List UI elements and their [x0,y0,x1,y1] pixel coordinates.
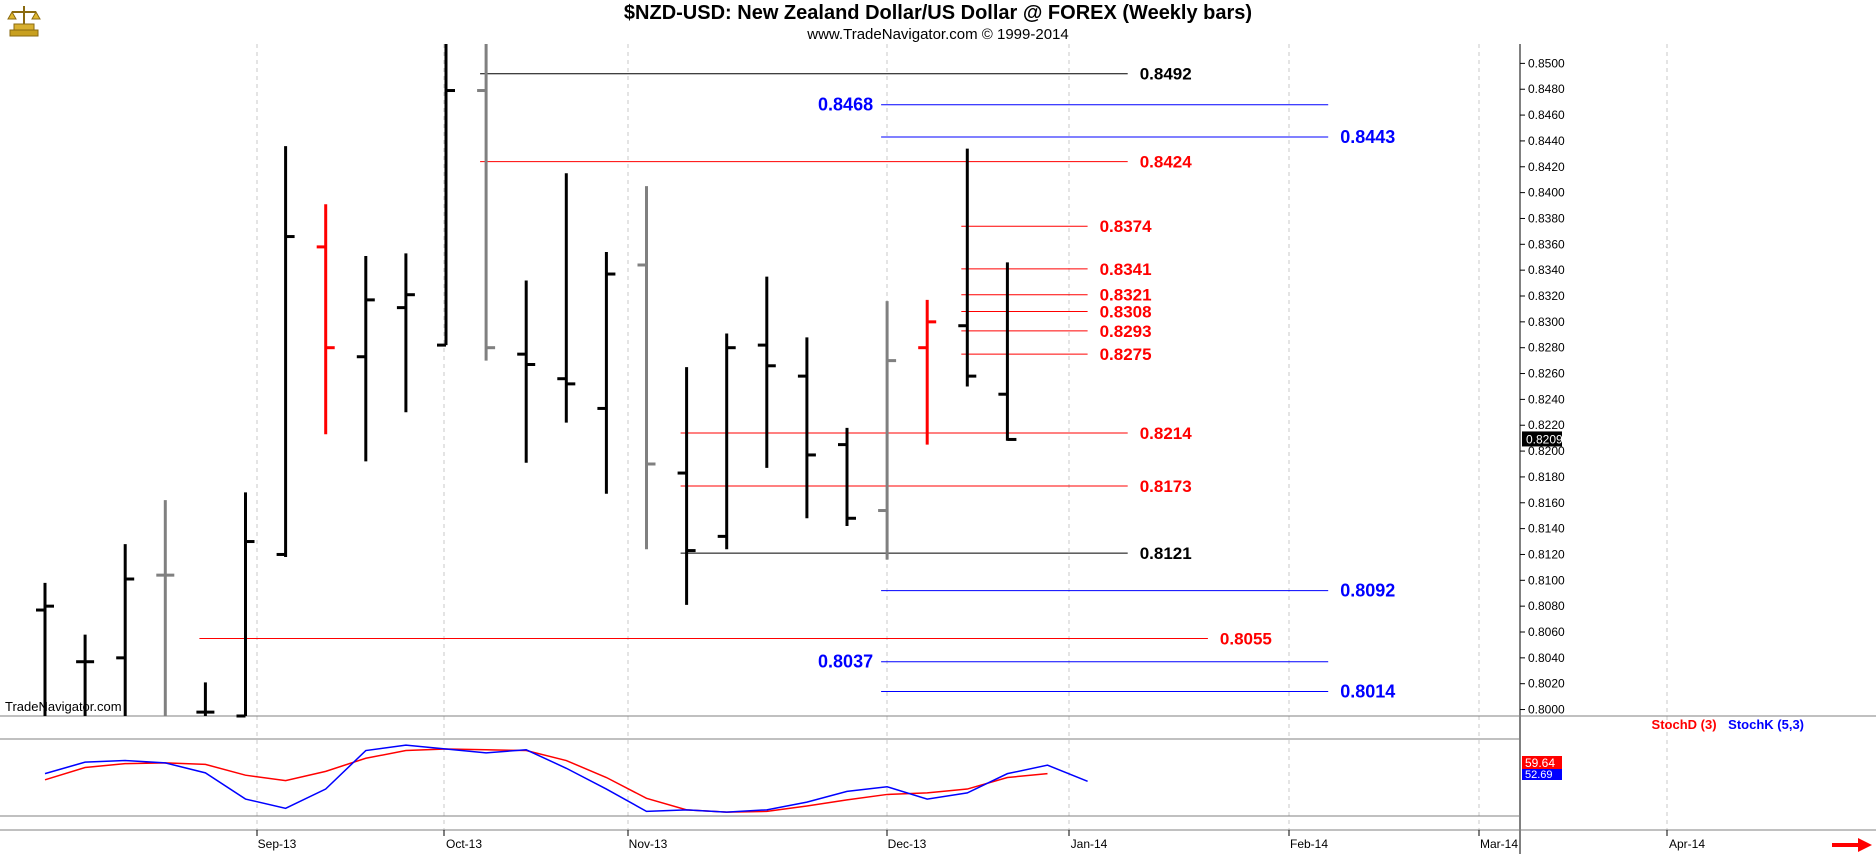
level-label: 0.8468 [818,95,873,115]
stoch-d-legend: StochD (3) [1651,717,1717,732]
level-label: 0.8492 [1140,65,1192,84]
level-label: 0.8037 [818,652,873,672]
level-label: 0.8173 [1140,477,1192,496]
price-levels: 0.8492 0.8468 0.8443 0.8424 0.8374 0.8341 0.83… [199,65,1395,701]
level-label: 0.8092 [1340,581,1395,601]
ohlc-bars [36,44,1017,718]
stoch-k-value-box [1522,769,1562,780]
price-axis: 0.8500 0.8480 0.8460 0.8440 0.8420 0.8400 0.83… [1520,56,1565,717]
y-tick-label: 0.8060 [1528,625,1565,639]
level-label: 0.8443 [1340,127,1395,147]
last-price-label: 0.8209 [1526,432,1563,446]
level-label: 0.8321 [1100,286,1152,305]
y-tick-label: 0.8320 [1528,289,1565,303]
y-tick-label: 0.8380 [1528,211,1565,225]
level-label: 0.8293 [1100,322,1152,341]
stoch-k-line [44,744,1088,813]
y-tick-label: 0.8020 [1528,677,1565,691]
y-tick-label: 0.8480 [1528,82,1565,96]
x-tick-label: Nov-13 [629,837,668,851]
level-label: 0.8341 [1100,260,1152,279]
chart-title: $NZD-USD: New Zealand Dollar/US Dollar @… [623,2,1253,24]
stoch-d-line [44,748,1048,813]
last-price-box [1522,431,1562,447]
y-tick-label: 0.8440 [1528,134,1565,148]
x-tick-label: Sep-13 [258,837,297,851]
chart-frame [0,44,1876,854]
y-tick-label: 0.8260 [1528,367,1565,381]
x-tick-label: Dec-13 [888,837,927,851]
y-tick-label: 0.8240 [1528,392,1565,406]
level-label: 0.8214 [1140,424,1193,443]
y-tick-label: 0.8000 [1528,703,1565,717]
y-tick-label: 0.8180 [1528,470,1565,484]
y-tick-label: 0.8040 [1528,651,1565,665]
y-tick-label: 0.8340 [1528,263,1565,277]
level-label: 0.8121 [1140,544,1192,563]
x-tick-label: Mar-14 [1480,837,1518,851]
chart-subtitle: www.TradeNavigator.com © 1999-2014 [807,26,1069,43]
y-tick-label: 0.8300 [1528,315,1565,329]
x-tick-label: Feb-14 [1290,837,1328,851]
stoch-d-value: 59.64 [1525,756,1555,770]
chart-header: $NZD-USD: New Zealand Dollar/US Dollar @… [0,0,1876,44]
level-label: 0.8374 [1100,217,1153,236]
y-tick-label: 0.8400 [1528,186,1565,200]
y-tick-label: 0.8420 [1528,160,1565,174]
y-tick-label: 0.8120 [1528,547,1565,561]
y-tick-label: 0.8080 [1528,599,1565,613]
y-tick-label: 0.8280 [1528,341,1565,355]
level-label: 0.8014 [1340,681,1395,701]
y-tick-label: 0.8100 [1528,573,1565,587]
y-tick-label: 0.8360 [1528,237,1565,251]
y-tick-label: 0.8160 [1528,496,1565,510]
stoch-k-legend: StochK (5,3) [1728,717,1804,732]
level-label: 0.8275 [1100,345,1152,364]
level-label: 0.8308 [1100,303,1152,322]
stochastic-legend: StochD (3) StochK (5,3) [1652,717,1804,732]
level-label: 0.8055 [1220,629,1272,648]
date-axis: Sep-13 Oct-13 Nov-13 Dec-13 Jan-14 Feb-14 Mar-… [256,830,1705,851]
y-tick-label: 0.8220 [1528,418,1565,432]
watermark-label: TradeNavigator.com [5,699,122,714]
y-tick-label: 0.8140 [1528,522,1565,536]
x-tick-label: Jan-14 [1071,837,1108,851]
y-tick-label: 0.8500 [1528,56,1565,70]
scroll-right-arrow-icon[interactable] [1830,836,1874,854]
y-tick-label: 0.8200 [1528,444,1565,458]
trade-navigator-logo-icon [7,6,41,37]
level-label: 0.8424 [1140,153,1193,172]
y-tick-label: 0.8460 [1528,108,1565,122]
x-tick-label: Oct-13 [446,837,482,851]
stoch-k-value: 52.69 [1525,769,1553,781]
stoch-d-value-box [1522,756,1562,769]
x-tick-label: Apr-14 [1669,837,1705,851]
